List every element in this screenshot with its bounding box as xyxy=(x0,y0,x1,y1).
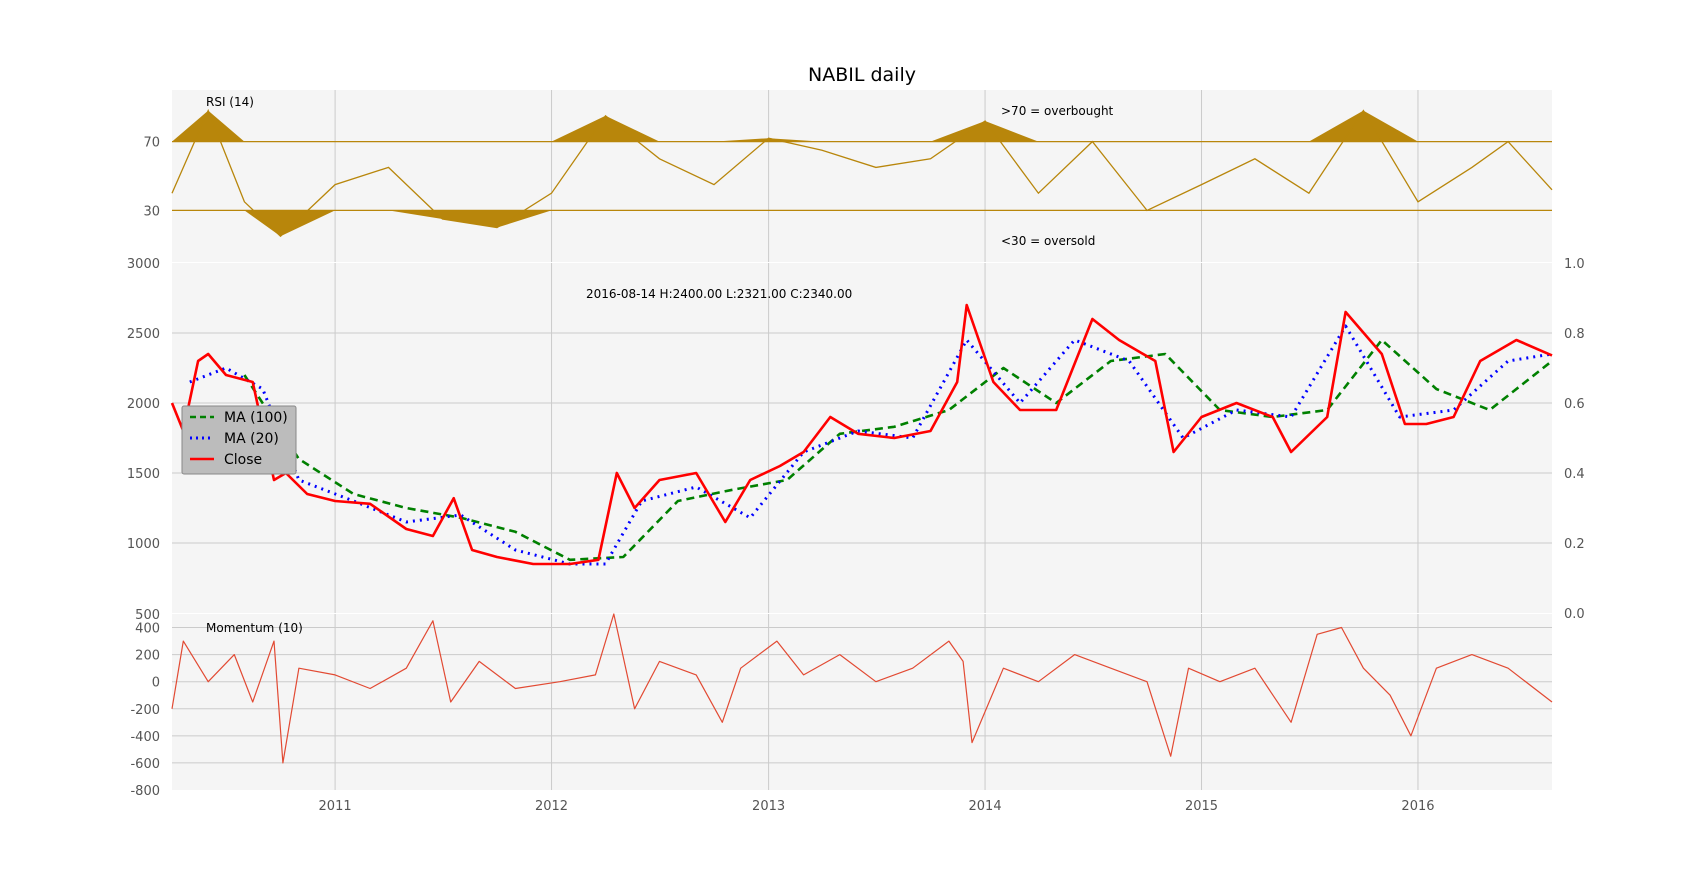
x-tick-label-2015: 2015 xyxy=(1185,799,1218,814)
momentum-line xyxy=(171,613,1553,764)
rsi-oversold-fill xyxy=(172,210,1552,237)
momentum-panel-background xyxy=(172,614,1552,790)
price-y-tick-2500: 2500 xyxy=(127,327,160,342)
grid-lines xyxy=(172,90,1552,790)
momentum-y-tick-400: 400 xyxy=(135,622,160,637)
rsi-y-tick-30: 30 xyxy=(143,204,160,219)
price-panel-background xyxy=(172,263,1552,613)
momentum-panel xyxy=(171,613,1553,764)
price-legend: MA (100) MA (20) Close xyxy=(181,405,297,475)
price-y-tick-1500: 1500 xyxy=(127,467,160,482)
price-y2-tick-1: 0.2 xyxy=(1564,537,1585,552)
price-y-tick-1000: 1000 xyxy=(127,537,160,552)
price-series-close xyxy=(170,303,1553,566)
momentum-y-tick--200: -200 xyxy=(130,703,160,718)
momentum-y-tick--400: -400 xyxy=(130,730,160,745)
momentum-label: Momentum (10) xyxy=(206,621,303,635)
rsi-y-tick-70: 70 xyxy=(143,136,160,151)
x-tick-label-2012: 2012 xyxy=(535,799,568,814)
rsi-line xyxy=(171,108,1553,238)
price-y2-tick-5: 1.0 xyxy=(1564,257,1585,272)
momentum-y-tick-500: 500 xyxy=(135,608,160,623)
momentum-y-tick--600: -600 xyxy=(130,757,160,772)
price-panel xyxy=(170,303,1553,566)
x-tick-label-2016: 2016 xyxy=(1401,799,1434,814)
price-y2-tick-3: 0.6 xyxy=(1564,397,1585,412)
chart-title: NABIL daily xyxy=(808,64,916,86)
x-tick-label-2014: 2014 xyxy=(969,799,1002,814)
rsi-panel xyxy=(171,108,1553,238)
x-tick-label-2013: 2013 xyxy=(752,799,785,814)
price-y-tick-2000: 2000 xyxy=(127,397,160,412)
rsi-overbought-note: >70 = overbought xyxy=(1001,104,1114,118)
momentum-y-tick--800: -800 xyxy=(130,784,160,799)
legend-label-ma20: MA (20) xyxy=(224,431,279,447)
price-y2-tick-0: 0.0 xyxy=(1564,607,1585,622)
tick-labels: 2011 2012 2013 2014 2015 20163070100015002000… xyxy=(127,136,1585,814)
price-y2-tick-4: 0.8 xyxy=(1564,327,1585,342)
legend-box xyxy=(181,405,297,475)
legend-label-ma100: MA (100) xyxy=(224,410,288,426)
x-tick-label-2011: 2011 xyxy=(319,799,352,814)
rsi-oversold-note: <30 = oversold xyxy=(1001,234,1095,248)
price-info-text: 2016-08-14 H:2400.00 L:2321.00 C:2340.00 xyxy=(586,287,852,301)
legend-label-close: Close xyxy=(224,452,262,468)
momentum-y-tick-0: 0 xyxy=(152,676,160,691)
price-y2-tick-2: 0.4 xyxy=(1564,467,1585,482)
rsi-label: RSI (14) xyxy=(206,95,254,109)
price-y-tick-3000: 3000 xyxy=(127,257,160,272)
rsi-panel-background xyxy=(172,90,1552,262)
momentum-y-tick-200: 200 xyxy=(135,649,160,664)
